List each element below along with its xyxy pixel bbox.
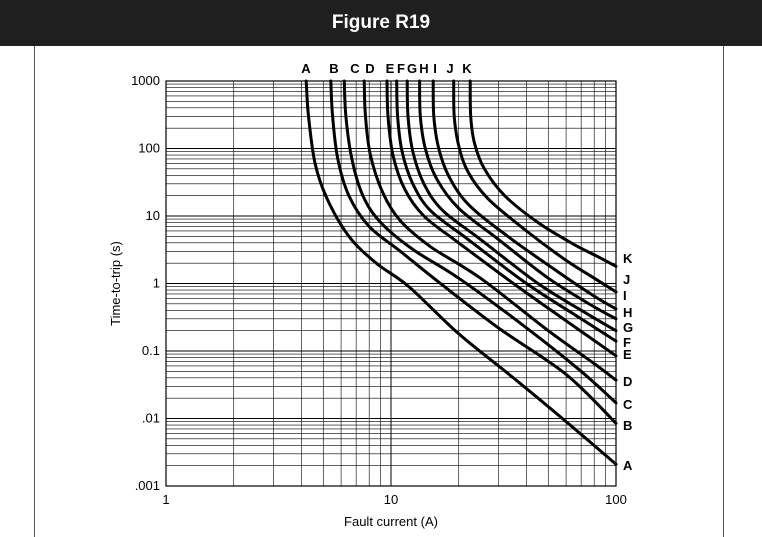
series-line-h: [418, 79, 618, 321]
series-lines: [304, 79, 618, 466]
curve-top-label-d: D: [365, 61, 374, 76]
axis-ticks: 1 10 100 1000 100 10 1 0.1 .01 .001: [131, 73, 627, 507]
curve-right-label-a: A: [623, 458, 633, 473]
y-tick-label: .001: [135, 478, 160, 493]
curve-top-label-e: E: [386, 61, 395, 76]
curve-right-label-d: D: [623, 374, 632, 389]
y-tick-label: 10: [146, 208, 160, 223]
figure-title: Figure R19: [331, 12, 431, 33]
curve-right-label-f: F: [623, 335, 631, 350]
series-line-c: [342, 79, 618, 405]
curve-top-label-c: C: [350, 61, 360, 76]
frame-right-border: [723, 46, 724, 537]
x-tick-label: 100: [605, 492, 627, 507]
y-tick-label: 1: [153, 276, 160, 291]
curve-top-label-j: J: [446, 61, 453, 76]
x-axis-label: Fault current (A): [344, 514, 438, 529]
curve-top-label-i: I: [433, 61, 437, 76]
curve-top-label-h: H: [419, 61, 428, 76]
series-line-b: [329, 79, 618, 425]
x-tick-label: 10: [384, 492, 398, 507]
figure-title-bar: Figure R19: [0, 0, 762, 46]
curve-right-label-b: B: [623, 418, 632, 433]
frame-left-border: [34, 46, 35, 537]
series-line-i: [431, 79, 618, 311]
series-line-e: [385, 79, 618, 358]
curve-top-label-a: A: [301, 61, 311, 76]
y-tick-label: 0.1: [142, 343, 160, 358]
curve-top-label-b: B: [329, 61, 338, 76]
curve-right-label-h: H: [623, 305, 632, 320]
curve-right-label-e: E: [623, 347, 632, 362]
series-line-d: [362, 79, 618, 382]
curve-right-label-g: G: [623, 320, 633, 335]
curve-right-label-k: K: [623, 251, 633, 266]
y-tick-label: 100: [138, 141, 160, 156]
curve-right-label-j: J: [623, 272, 630, 287]
plot-frame: [165, 80, 617, 487]
curve-right-label-i: I: [623, 288, 627, 303]
curve-top-label-k: K: [462, 61, 472, 76]
series-line-j: [452, 79, 618, 294]
series-line-f: [395, 79, 618, 343]
series-line-a: [304, 79, 618, 466]
curve-top-label-f: F: [397, 61, 405, 76]
curve-right-label-c: C: [623, 397, 633, 412]
curve-top-label-g: G: [407, 61, 417, 76]
series-line-k: [468, 79, 618, 268]
y-tick-label: .01: [142, 411, 160, 426]
x-tick-label: 1: [162, 492, 169, 507]
y-tick-label: 1000: [131, 73, 160, 88]
series-line-g: [405, 79, 618, 333]
y-axis-label: Time-to-trip (s): [108, 241, 123, 326]
